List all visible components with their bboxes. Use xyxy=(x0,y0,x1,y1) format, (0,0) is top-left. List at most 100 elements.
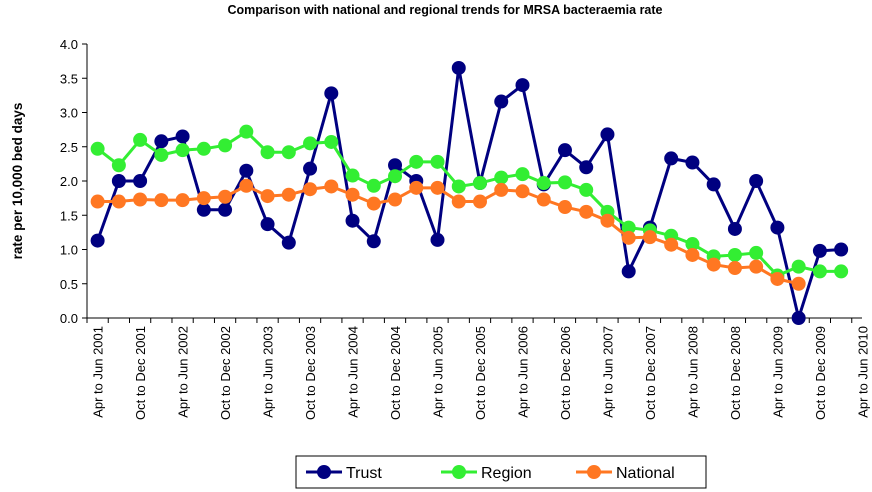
series-marker xyxy=(239,163,254,178)
series-marker xyxy=(175,193,190,208)
y-tick-label: 3.0 xyxy=(60,106,78,121)
x-tick-label: Oct to Dec 2003 xyxy=(303,326,318,420)
series-marker xyxy=(345,168,360,183)
series-marker xyxy=(834,242,849,257)
series-marker xyxy=(303,161,318,176)
series-marker xyxy=(260,189,275,204)
series-marker xyxy=(430,154,445,169)
y-tick-label: 4.0 xyxy=(60,37,78,52)
series-marker xyxy=(154,134,169,149)
series-marker xyxy=(727,247,742,262)
series-marker xyxy=(154,193,169,208)
series-marker xyxy=(621,220,636,235)
series-marker xyxy=(111,158,126,173)
series-marker xyxy=(303,182,318,197)
series-marker xyxy=(133,132,148,147)
series-marker xyxy=(749,245,764,260)
x-tick-label: Apr to Jun 2003 xyxy=(261,326,276,418)
series-marker xyxy=(90,233,105,248)
series-marker xyxy=(536,192,551,207)
series-marker xyxy=(473,194,487,209)
chart-title: Comparison with national and regional tr… xyxy=(227,3,662,17)
series-marker xyxy=(90,194,105,209)
series-marker xyxy=(218,138,233,153)
series-marker xyxy=(791,311,806,325)
series-marker xyxy=(685,155,700,170)
series-marker xyxy=(642,230,657,245)
x-tick-label: Apr to Jun 2006 xyxy=(515,326,530,418)
series-marker xyxy=(409,180,424,195)
legend-label: Region xyxy=(481,465,532,482)
x-tick-label: Oct to Dec 2006 xyxy=(558,326,573,420)
y-tick-label: 3.5 xyxy=(60,71,78,86)
series-marker xyxy=(388,169,403,184)
series-marker xyxy=(133,174,148,188)
legend-label: Trust xyxy=(346,465,382,482)
series-marker xyxy=(557,175,572,190)
series-marker xyxy=(175,143,190,158)
x-tick-label: Oct to Dec 2004 xyxy=(388,326,403,420)
series-marker xyxy=(366,196,381,211)
series-marker xyxy=(451,194,466,209)
series-marker xyxy=(324,134,339,149)
series-marker xyxy=(345,187,360,202)
x-tick-label: Oct to Dec 2001 xyxy=(133,326,148,420)
x-tick-label: Apr to Jun 2008 xyxy=(685,326,700,418)
series-marker xyxy=(600,213,615,228)
series-marker xyxy=(388,158,403,173)
series-marker xyxy=(345,213,360,228)
series-marker xyxy=(685,237,700,252)
series-marker xyxy=(494,94,509,109)
y-tick-label: 1.0 xyxy=(60,243,78,258)
series-marker xyxy=(770,220,785,235)
x-tick-label: Apr to Jun 2009 xyxy=(770,326,785,418)
series-marker xyxy=(515,184,530,199)
series-marker xyxy=(388,192,403,207)
series-marker xyxy=(366,234,381,249)
series-marker xyxy=(685,247,700,262)
series-marker xyxy=(281,235,296,250)
series-marker xyxy=(154,147,169,162)
series-marker xyxy=(664,151,679,166)
series-marker xyxy=(473,176,487,191)
series-marker xyxy=(579,182,594,197)
series-marker xyxy=(749,259,764,274)
x-tick-label: Apr to Jun 2010 xyxy=(855,326,870,418)
series-marker xyxy=(812,264,827,279)
series-marker xyxy=(196,202,211,217)
series-marker xyxy=(366,178,381,193)
series-marker xyxy=(175,129,190,144)
y-tick-label: 2.5 xyxy=(60,140,78,155)
series-marker xyxy=(451,60,466,75)
series-marker xyxy=(557,143,572,158)
series-marker xyxy=(834,264,849,279)
series-marker xyxy=(324,86,339,101)
series-marker xyxy=(812,243,827,258)
legend-box xyxy=(295,455,707,489)
x-tick-label: Oct to Dec 2009 xyxy=(813,326,828,420)
x-tick-label: Oct to Dec 2002 xyxy=(218,326,233,420)
x-tick-label: Apr to Jun 2004 xyxy=(346,326,361,418)
series-marker xyxy=(727,260,742,275)
legend-marker xyxy=(587,465,601,479)
series-marker xyxy=(494,170,509,185)
series-marker xyxy=(111,174,126,188)
series-marker xyxy=(749,174,764,188)
series-marker xyxy=(621,230,636,245)
series-marker xyxy=(281,187,296,202)
legend-marker xyxy=(317,465,331,479)
x-tick-label: Oct to Dec 2007 xyxy=(643,326,658,420)
series-marker xyxy=(430,180,445,195)
series-line xyxy=(96,67,842,324)
series-marker xyxy=(515,78,530,93)
series-marker xyxy=(494,182,509,197)
series-marker xyxy=(430,232,445,247)
series-marker xyxy=(218,202,233,217)
series-marker xyxy=(451,179,466,194)
series-marker xyxy=(770,271,785,286)
series-marker xyxy=(239,178,254,193)
y-axis-label: rate per 10,000 bed days xyxy=(10,103,25,260)
series-marker xyxy=(791,259,806,274)
series-marker xyxy=(260,145,275,160)
